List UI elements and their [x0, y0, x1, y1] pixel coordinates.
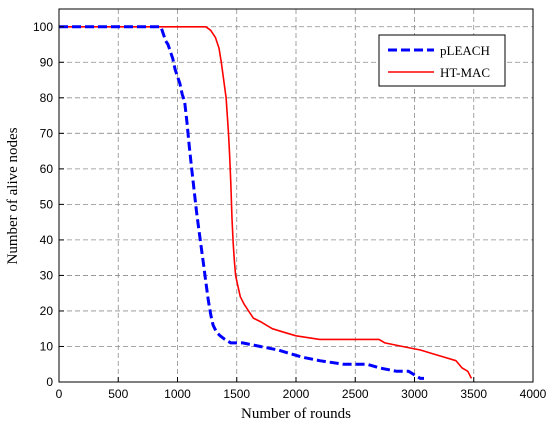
series-layer	[59, 25, 473, 380]
y-tick-label: 20	[40, 304, 54, 318]
x-tick-label: 2500	[342, 387, 369, 401]
series-line-pleach	[59, 25, 424, 380]
x-tick-label: 500	[108, 387, 128, 401]
y-tick-label: 10	[40, 339, 54, 353]
legend-box	[378, 34, 506, 87]
y-tick-label: 90	[40, 55, 54, 69]
x-tick-label: 1000	[164, 387, 191, 401]
y-tick-label: 80	[40, 91, 54, 105]
legend: pLEACH HT-MAC	[378, 34, 506, 87]
legend-label-ht-mac: HT-MAC	[440, 65, 490, 80]
series-line-ht-mac	[59, 26, 473, 379]
x-tick-label: 3000	[401, 387, 428, 401]
y-tick-label: 60	[40, 162, 54, 176]
ticks	[58, 26, 534, 383]
y-tick-label: 30	[40, 268, 54, 282]
x-tick-label: 0	[56, 387, 63, 401]
legend-label-pleach: pLEACH	[440, 43, 490, 58]
y-tick-label: 40	[40, 233, 54, 247]
y-axis-label: Number of alive nodes	[5, 127, 21, 264]
x-tick-label: 2000	[283, 387, 310, 401]
y-tick-label: 0	[46, 375, 53, 389]
x-axis-label: Number of rounds	[241, 406, 351, 422]
x-tick-label: 4000	[520, 387, 547, 401]
tick-labels: 0 500 1000 1500 2000 2500 3000 3500 4000 0 10 20 30 4…	[33, 20, 547, 401]
x-tick-label: 3500	[460, 387, 487, 401]
y-tick-label: 50	[40, 197, 54, 211]
y-tick-label: 100	[33, 20, 53, 34]
y-tick-label: 70	[40, 126, 54, 140]
x-tick-label: 1500	[223, 387, 250, 401]
